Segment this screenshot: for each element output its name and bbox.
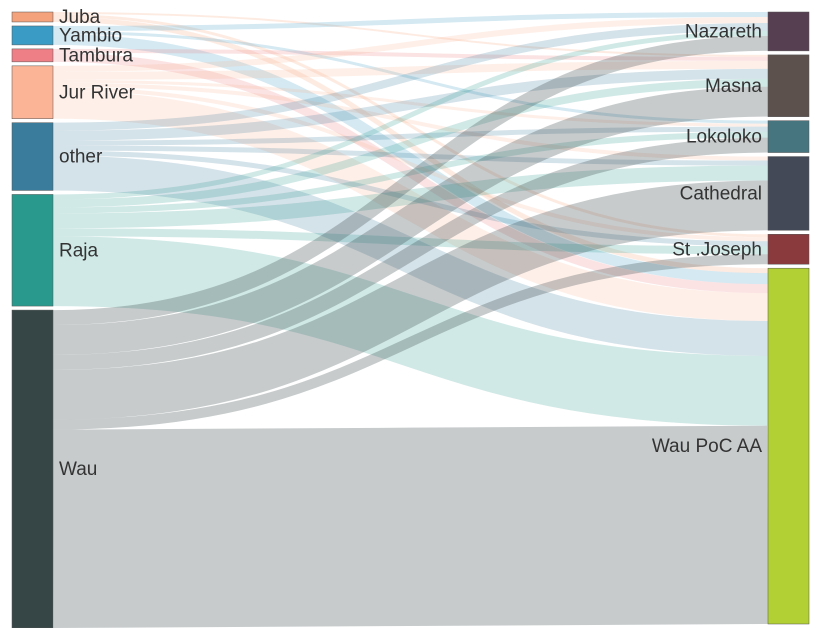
link: [52, 126, 769, 146]
node-label: Wau: [59, 459, 97, 480]
node-label: Juba: [59, 7, 101, 28]
node-label: Jur River: [59, 82, 136, 103]
node-label: Tambura: [59, 45, 133, 66]
link: [52, 35, 769, 326]
link: [52, 228, 769, 255]
link: [52, 33, 769, 285]
node: [767, 54, 810, 117]
link: [52, 90, 769, 322]
node: [767, 267, 810, 625]
node-label: Masna: [705, 76, 762, 97]
node: [767, 234, 810, 265]
link: [52, 12, 769, 31]
node-label: St .Joseph: [672, 239, 762, 260]
link: [52, 165, 769, 229]
link: [52, 155, 769, 356]
node: [767, 156, 810, 231]
link: [52, 79, 769, 127]
link: [52, 48, 769, 61]
node: [767, 120, 810, 153]
node-label: Nazareth: [685, 21, 762, 42]
link: [52, 68, 769, 141]
link: [52, 254, 769, 430]
link: [52, 86, 769, 242]
node: [11, 309, 54, 628]
node: [11, 194, 54, 307]
node: [767, 11, 810, 52]
link: [52, 150, 769, 247]
link: [52, 22, 769, 131]
link: [52, 131, 769, 214]
node: [11, 122, 54, 191]
link: [52, 16, 769, 274]
node-label: Lokoloko: [686, 127, 762, 148]
links: [52, 11, 769, 628]
node-label: Wau PoC AA: [652, 436, 763, 457]
link: [52, 30, 769, 200]
node: [11, 65, 54, 119]
link: [52, 13, 769, 238]
link: [52, 52, 769, 294]
link: [52, 236, 769, 426]
link: [52, 11, 769, 57]
node: [11, 11, 54, 23]
link: [52, 82, 769, 161]
link: [52, 78, 769, 208]
node-label: Cathedral: [680, 183, 762, 204]
link: [52, 86, 769, 355]
link: [52, 137, 769, 370]
link: [52, 30, 769, 124]
link: [52, 425, 769, 628]
link: [52, 180, 769, 420]
node: [11, 25, 54, 46]
link: [52, 145, 769, 166]
node-label: other: [59, 147, 103, 168]
link: [52, 16, 769, 72]
node: [11, 48, 54, 63]
link: [52, 60, 769, 80]
node-label: Yambio: [59, 25, 122, 46]
node-label: Raja: [59, 240, 99, 261]
